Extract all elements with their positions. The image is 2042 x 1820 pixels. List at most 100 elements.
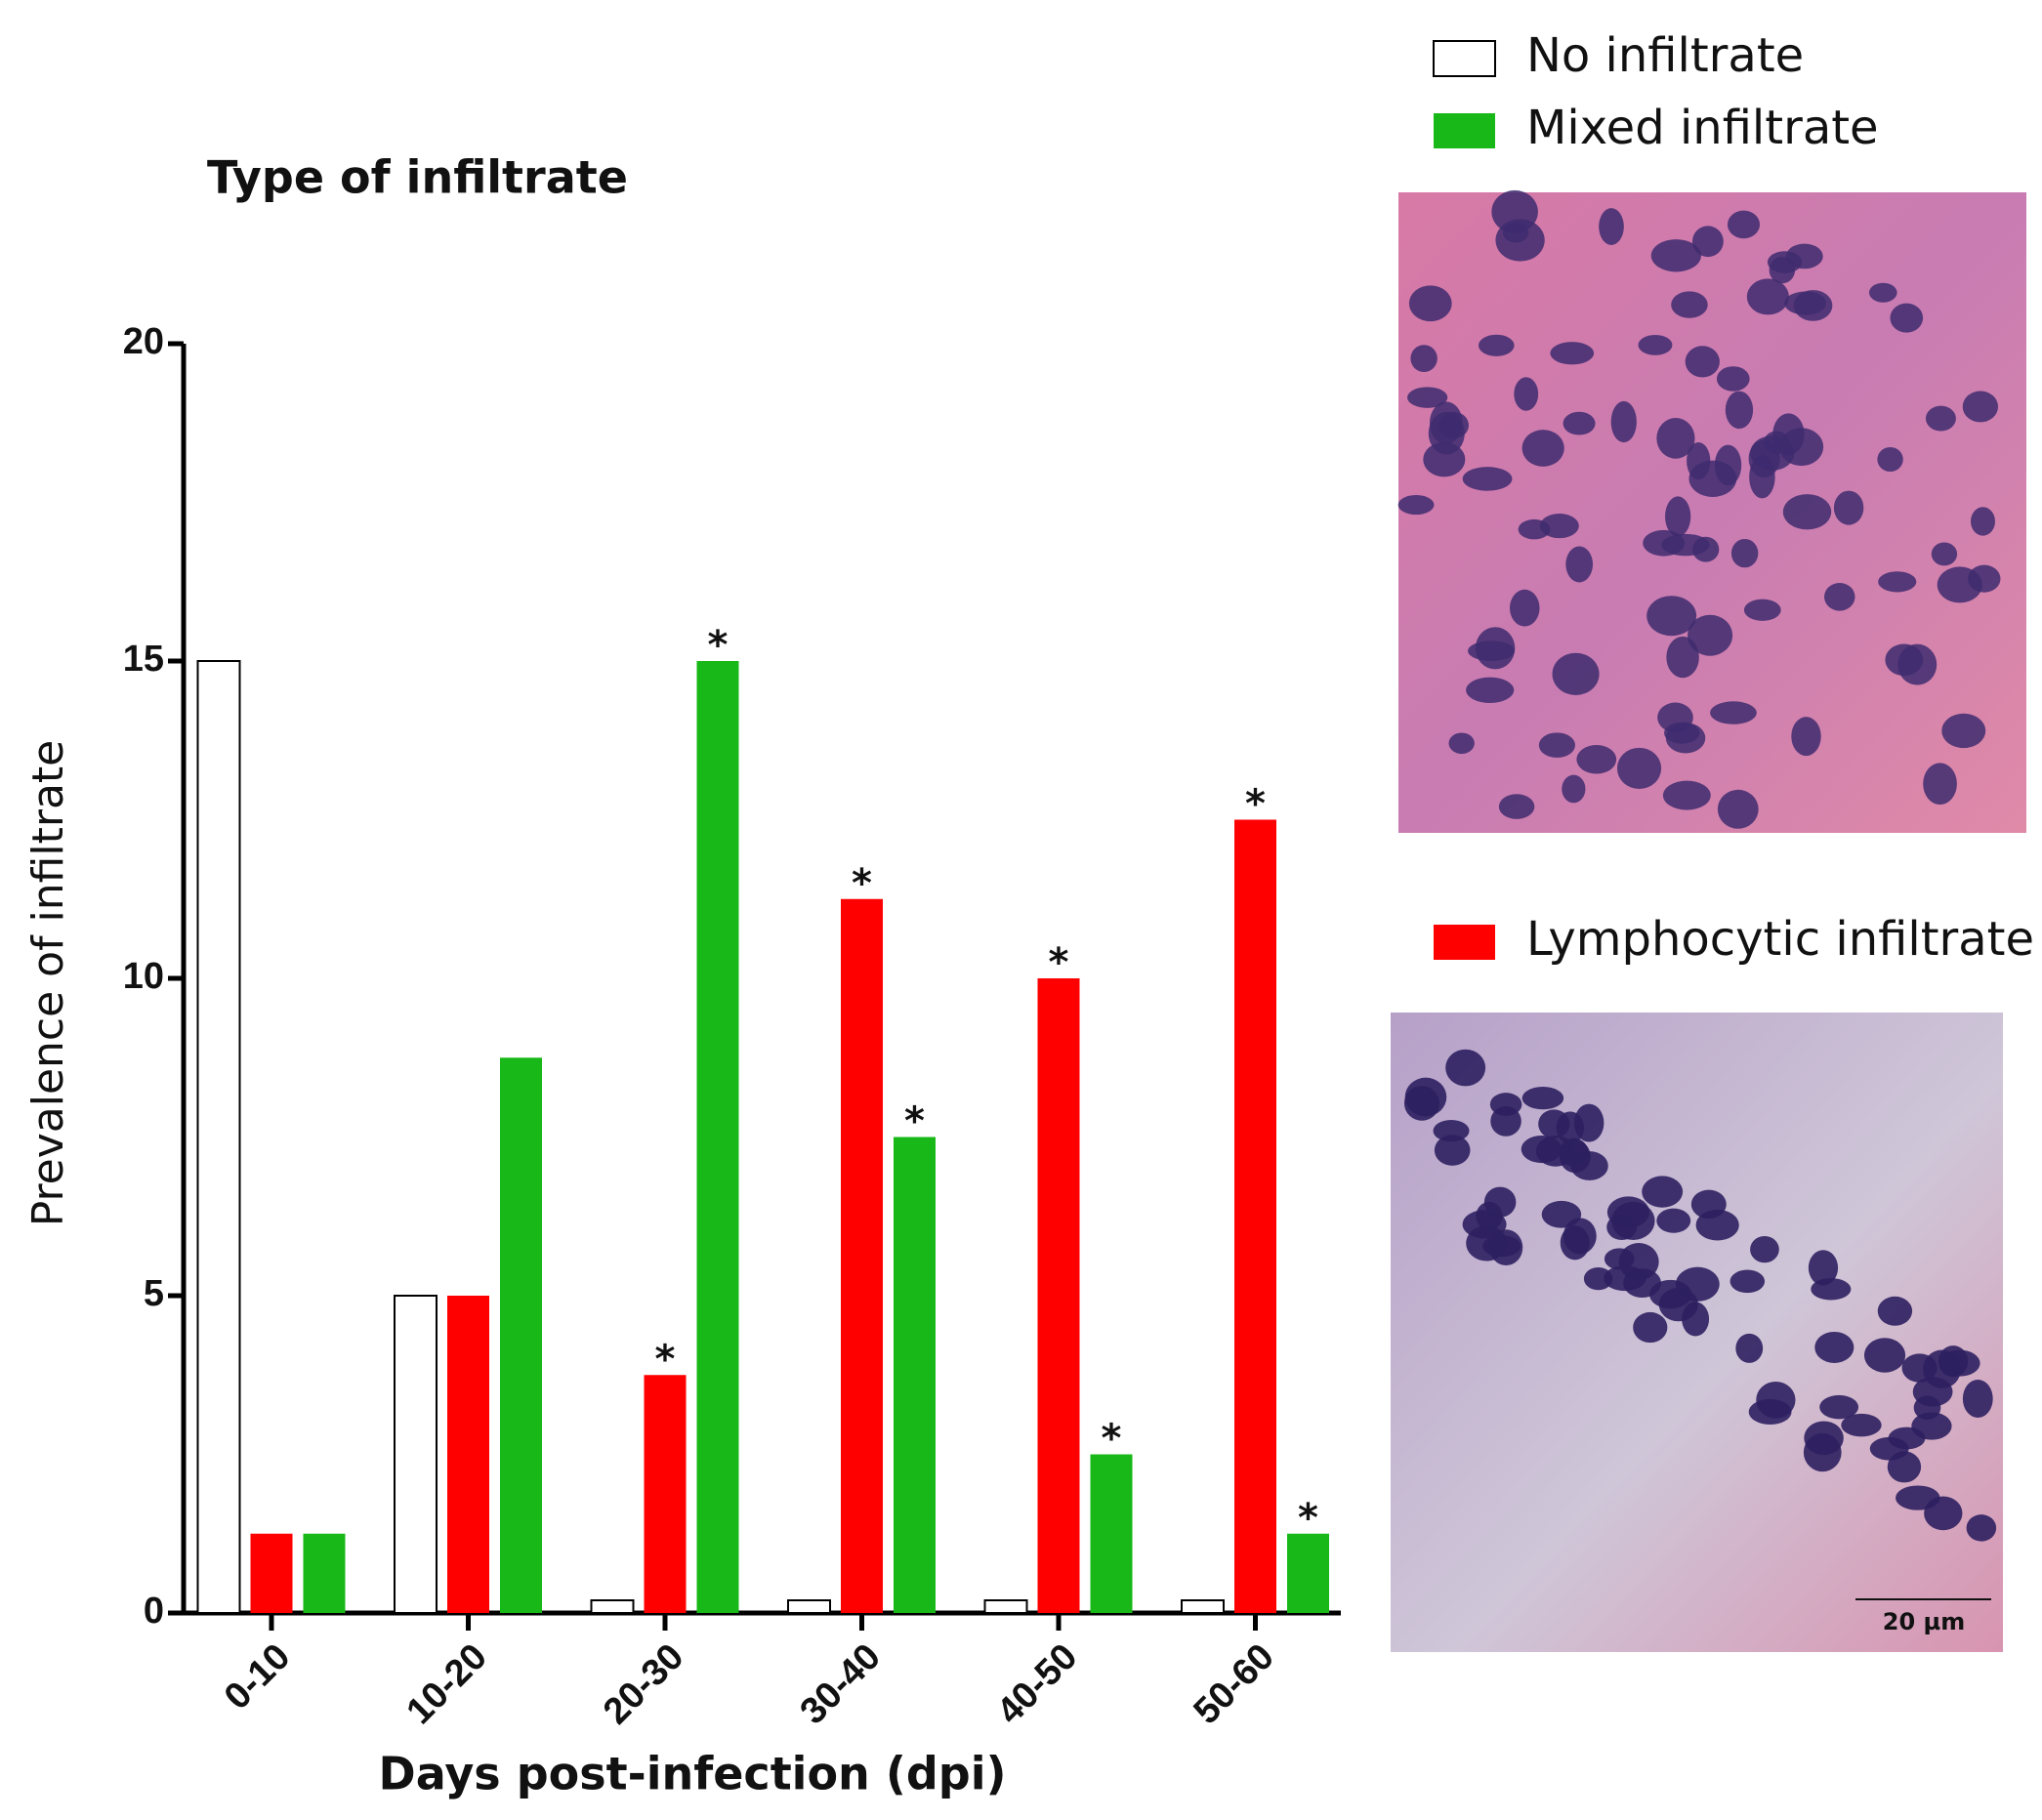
legend-swatch bbox=[1433, 40, 1496, 77]
nucleus bbox=[1685, 346, 1720, 378]
nucleus bbox=[1901, 1353, 1938, 1383]
nucleus bbox=[1475, 627, 1516, 670]
nucleus bbox=[1772, 413, 1805, 456]
scale-bar-label: 20 µm bbox=[1883, 1608, 1965, 1635]
nucleus bbox=[1509, 589, 1540, 627]
nucleus bbox=[1897, 643, 1938, 685]
nucleus bbox=[1563, 411, 1596, 435]
nucleus bbox=[1769, 256, 1796, 284]
nucleus bbox=[1896, 1485, 1940, 1510]
bar bbox=[500, 1057, 542, 1613]
nucleus bbox=[1841, 1413, 1882, 1437]
nucleus bbox=[1429, 401, 1463, 444]
legend-label: Lymphocytic infiltrate bbox=[1526, 912, 2034, 967]
nucleus bbox=[1462, 467, 1513, 491]
bar bbox=[1181, 1599, 1225, 1614]
nucleus bbox=[1863, 1338, 1906, 1373]
y-tick-label: 20 bbox=[123, 321, 164, 362]
significance-marker: * bbox=[655, 1337, 676, 1382]
bar bbox=[447, 1296, 489, 1613]
x-tick-label: 0-10 bbox=[217, 1636, 298, 1717]
y-tick-label: 10 bbox=[123, 956, 164, 997]
nucleus bbox=[1811, 1278, 1852, 1301]
nucleus bbox=[1642, 1176, 1684, 1208]
nucleus bbox=[1661, 533, 1710, 557]
nucleus bbox=[1938, 1349, 1980, 1377]
bar bbox=[1090, 1454, 1133, 1613]
nucleus bbox=[1716, 366, 1750, 392]
nucleus bbox=[1962, 391, 1999, 423]
nucleus bbox=[1565, 546, 1594, 583]
nucleus bbox=[1617, 747, 1662, 790]
significance-marker: * bbox=[852, 861, 872, 906]
nucleus bbox=[1746, 278, 1789, 315]
x-tick-label: 20-30 bbox=[596, 1636, 691, 1732]
legend-label: Mixed infiltrate bbox=[1526, 101, 1879, 155]
bar bbox=[1037, 978, 1080, 1613]
nucleus bbox=[1521, 430, 1564, 467]
nucleus bbox=[1803, 1432, 1842, 1472]
x-tick-label: 10-20 bbox=[399, 1636, 495, 1732]
x-axis-label: Days post-infection (dpi) bbox=[379, 1748, 1007, 1800]
bar bbox=[590, 1599, 635, 1614]
legend-swatch bbox=[1434, 925, 1495, 960]
nucleus bbox=[1606, 1196, 1650, 1228]
nucleus bbox=[1664, 722, 1700, 744]
bar bbox=[1234, 819, 1276, 1613]
nucleus bbox=[1665, 496, 1691, 537]
x-tick-label: 40-50 bbox=[989, 1636, 1085, 1732]
nucleus bbox=[1966, 1514, 1997, 1542]
nucleus bbox=[1662, 780, 1711, 810]
nucleus bbox=[1695, 1209, 1739, 1241]
nucleus bbox=[1931, 542, 1958, 566]
nucleus bbox=[1824, 582, 1855, 611]
nucleus bbox=[1552, 652, 1600, 695]
nucleus bbox=[1735, 1333, 1764, 1363]
nucleus bbox=[1489, 1229, 1523, 1266]
nucleus bbox=[1538, 1109, 1570, 1139]
nucleus bbox=[1478, 334, 1515, 356]
y-tick-label: 0 bbox=[144, 1591, 164, 1632]
significance-marker: * bbox=[708, 623, 729, 668]
chart-title: Type of infiltrate bbox=[207, 151, 628, 204]
nucleus bbox=[1808, 1250, 1839, 1286]
nucleus bbox=[1710, 701, 1757, 724]
nucleus bbox=[1563, 1218, 1597, 1255]
nucleus bbox=[1408, 285, 1452, 322]
nucleus bbox=[1725, 391, 1754, 430]
bar bbox=[696, 661, 739, 1613]
x-tick-label: 50-60 bbox=[1187, 1636, 1282, 1732]
nuclei bbox=[1397, 189, 2001, 1542]
nucleus bbox=[1610, 400, 1637, 443]
nucleus bbox=[1491, 189, 1538, 233]
nucleus bbox=[1397, 495, 1435, 516]
nucleus bbox=[1968, 564, 2001, 593]
nucleus bbox=[1688, 614, 1733, 656]
nucleus bbox=[1599, 208, 1624, 245]
nucleus bbox=[1691, 226, 1724, 258]
nucleus bbox=[1877, 446, 1903, 473]
nucleus bbox=[1675, 1266, 1720, 1302]
y-tick-label: 5 bbox=[144, 1273, 164, 1314]
nucleus bbox=[1466, 677, 1515, 703]
nucleus bbox=[1743, 599, 1781, 621]
nucleus bbox=[1539, 514, 1579, 539]
nucleus bbox=[1514, 377, 1539, 411]
nucleus bbox=[1784, 291, 1827, 315]
bar bbox=[303, 1533, 346, 1613]
nucleus bbox=[1434, 1135, 1471, 1166]
nucleus bbox=[1656, 417, 1695, 459]
nucleus bbox=[1688, 460, 1737, 497]
nucleus bbox=[1445, 1049, 1486, 1087]
nucleus bbox=[1535, 1136, 1575, 1167]
nucleus bbox=[1666, 636, 1699, 679]
nucleus bbox=[1682, 1302, 1710, 1337]
x-tick-label: 30-40 bbox=[793, 1636, 889, 1732]
nucleus bbox=[1410, 345, 1438, 373]
nucleus bbox=[1583, 1266, 1613, 1291]
nucleus bbox=[1749, 455, 1775, 499]
bar bbox=[787, 1599, 831, 1614]
nucleus bbox=[1941, 713, 1986, 749]
nucleus bbox=[1833, 490, 1864, 525]
nucleus bbox=[1498, 794, 1535, 819]
